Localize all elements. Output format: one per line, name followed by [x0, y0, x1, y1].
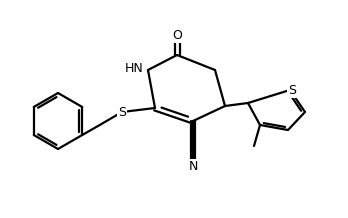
- Text: N: N: [188, 160, 198, 174]
- Text: S: S: [288, 83, 296, 97]
- Text: O: O: [172, 29, 182, 41]
- Text: S: S: [118, 106, 126, 119]
- Text: HN: HN: [124, 61, 143, 75]
